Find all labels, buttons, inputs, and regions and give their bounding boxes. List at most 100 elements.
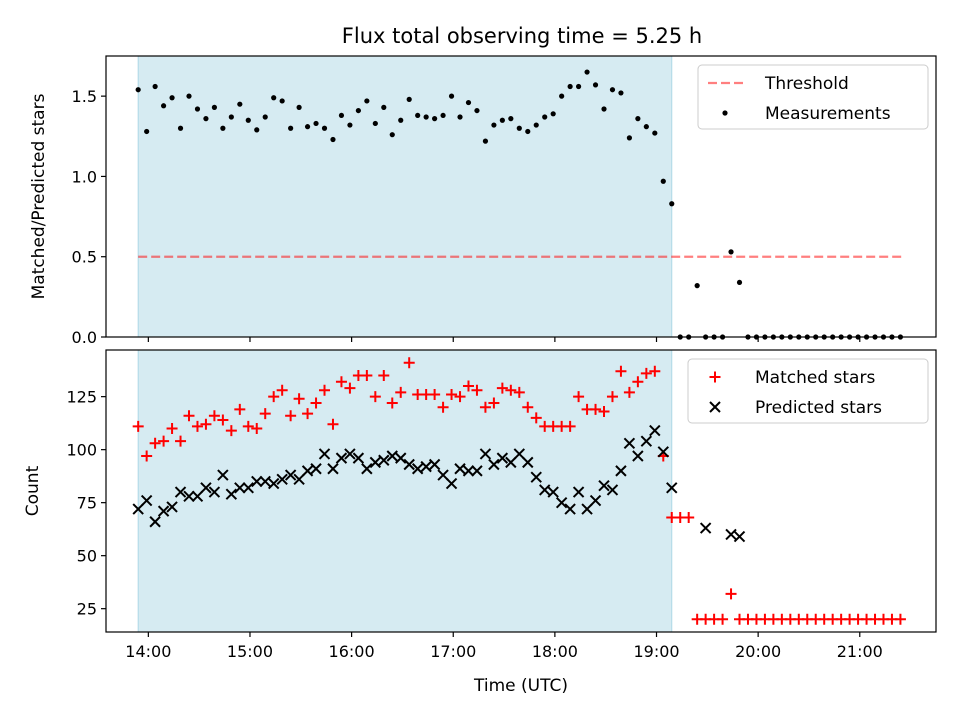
predicted-star-point [632,450,644,462]
matched-star-point [513,386,525,398]
predicted-star-point [344,448,356,460]
matched-star-point [717,613,729,625]
predicted-star-point [378,454,390,466]
measurement-point [432,116,438,122]
matched-star-point [361,369,373,381]
matched-star-point [310,397,322,409]
predicted-star-point [140,494,153,507]
measurement-point [203,116,209,122]
predicted-star-point [217,469,229,481]
matched-star-point [437,401,449,413]
predicted-star-point [386,450,398,462]
measurement-point [736,279,743,286]
predicted-star-point [191,490,204,503]
predicted-star-point [733,530,746,543]
predicted-star-point [428,458,441,471]
legend-matched-swatch [709,371,721,383]
predicted-star-point [513,448,526,460]
matched-star-point [462,380,474,392]
measurement-point [271,95,277,101]
legend-predicted-swatch [709,401,721,413]
predicted-star-point [666,482,678,494]
measurement-point [186,93,192,99]
predicted-star-point [361,463,373,475]
predicted-star-point [488,458,500,471]
measurement-point [245,117,251,123]
matched-star-point [369,391,381,403]
legend-label: Matched stars [755,368,875,388]
matched-star-point [606,391,618,403]
legend-box [697,64,929,130]
x-tick-label: 14:00 [125,642,171,661]
predicted-star-point [725,528,737,541]
predicted-star-point [174,486,187,498]
matched-star-point [479,401,491,413]
measurement-point [533,122,539,128]
measurement-point [516,125,522,131]
matched-star-point [344,382,356,394]
y-tick-label: 50 [77,547,97,566]
measurement-point [228,114,234,120]
measurement-point [406,96,412,102]
measurement-point [338,112,345,119]
predicted-star-point [411,463,424,475]
matched-star-point [632,376,644,388]
measurement-point [364,98,370,104]
predicted-star-point [276,473,288,486]
predicted-star-point [395,452,407,464]
predicted-star-point [183,490,195,503]
predicted-star-point [606,484,619,496]
matched-star-point [183,410,195,422]
axes-frame [105,55,937,338]
matched-star-point [505,384,517,396]
measurement-point [211,104,218,110]
matched-star-point [149,437,161,449]
matched-star-point [649,365,661,377]
predicted-star-point [522,456,534,469]
matched-star-point [530,412,542,424]
matched-star-point [598,405,610,417]
matched-star-point [573,391,585,403]
y-tick-label: 0.5 [72,248,97,267]
measurement-point [609,87,616,93]
matched-star-point [259,408,271,420]
measurement-point [601,106,607,112]
predicted-star-point [132,503,144,515]
measurement-point [618,90,624,96]
predicted-star-point [157,505,170,517]
predicted-star-point [598,479,610,492]
matched-star-point [429,389,441,401]
matched-star-point [335,376,347,388]
measurement-point [169,95,175,101]
predicted-star-point [352,452,365,464]
predicted-star-point [657,446,669,458]
measurement-point [288,125,294,131]
measurement-point [542,114,548,120]
measurement-point [499,117,505,123]
y-tick-label: 100 [66,441,97,460]
measurement-point [160,103,167,109]
matched-star-point [683,512,695,524]
matched-star-point [488,397,500,409]
measurement-point [262,114,268,120]
measurement-point [330,136,336,143]
matched-star-point [590,403,602,415]
predicted-star-point [437,469,449,481]
predicted-star-point [267,477,280,490]
x-tick-label: 18:00 [532,642,578,661]
measurement-point [254,127,260,133]
matched-star-point [454,391,466,403]
measurement-point [440,112,446,119]
measurement-point [448,93,455,99]
measurement-point [559,93,565,99]
predicted-star-point [335,452,348,464]
measurement-point [321,125,328,131]
predicted-star-point [589,494,602,507]
measurement-point [194,106,201,112]
matched-star-point [615,365,627,377]
y-axis-label: Count [23,465,43,516]
predicted-star-point [699,522,712,534]
predicted-star-point [301,465,314,477]
measurement-point [423,114,429,120]
measurement-point [144,128,150,135]
